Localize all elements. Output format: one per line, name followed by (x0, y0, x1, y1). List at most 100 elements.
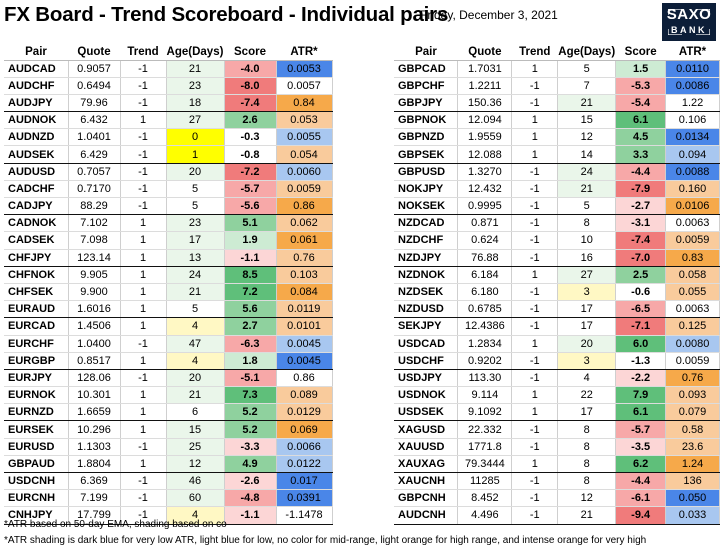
score-cell: -8.0 (224, 77, 277, 95)
quote-cell: 128.06 (68, 369, 121, 388)
atr-cell: 0.0134 (665, 128, 720, 147)
pair-cell: NZDUSD (394, 300, 459, 319)
quote-cell: 79.96 (68, 94, 121, 113)
trend-cell: -1 (120, 197, 167, 216)
table-row: CNHJPY 17.799 -1 4 -1.1 -1.1478 (4, 506, 333, 525)
pair-cell: GBPNOK (394, 111, 459, 130)
trend-cell: -1 (120, 438, 167, 456)
trend-cell: 1 (511, 455, 559, 474)
age-cell: 24 (557, 163, 617, 181)
score-cell: 1.9 (224, 231, 277, 250)
atr-cell: 0.125 (665, 317, 720, 336)
atr-cell: 0.0059 (665, 352, 720, 370)
atr-cell: 0.0045 (276, 352, 333, 370)
atr-cell: 0.0057 (276, 77, 333, 95)
atr-cell: 0.050 (665, 489, 720, 508)
quote-cell: 6.184 (457, 266, 513, 284)
score-cell: 7.2 (224, 283, 277, 302)
atr-cell: 0.0080 (665, 335, 720, 353)
table-row: GBPSEK 12.088 1 14 3.3 0.094 (394, 145, 720, 164)
table-body-left: AUDCAD 0.9057 -1 21 -4.0 0.0053 AUDCHF 0.6494 -1… (4, 60, 333, 525)
pair-cell: CHFJPY (4, 249, 69, 267)
score-cell: 6.2 (615, 455, 667, 474)
table-row: XAUUSD 1771.8 -1 8 -3.5 23.6 (394, 438, 720, 456)
column-header-atr: ATR* (665, 44, 720, 61)
score-cell: -1.1 (224, 249, 277, 267)
age-cell: 47 (166, 335, 225, 353)
quote-cell: 1.1303 (68, 438, 121, 456)
table-row: EURGBP 0.8517 1 4 1.8 0.0045 (4, 352, 333, 370)
atr-cell: 0.0060 (276, 163, 333, 181)
pair-cell: XAUUSD (394, 438, 459, 456)
age-cell: 15 (557, 111, 617, 130)
age-cell: 4 (557, 369, 617, 388)
score-cell: -4.4 (615, 472, 667, 491)
column-header-atr: ATR* (276, 44, 332, 61)
age-cell: 8 (557, 438, 617, 456)
footnote-atr-basis: *ATR based on 50-day EMA, shading based … (4, 519, 227, 530)
atr-cell: 0.0045 (276, 335, 333, 353)
atr-cell: 0.86 (276, 197, 333, 216)
quote-cell: 1.9559 (457, 128, 513, 147)
age-cell: 18 (166, 94, 225, 113)
age-cell: 21 (166, 60, 225, 78)
score-cell: 5.2 (224, 420, 277, 439)
trend-cell: -1 (511, 300, 559, 319)
atr-cell: 0.0063 (665, 214, 720, 233)
table-row: NZDCAD 0.871 -1 8 -3.1 0.0063 (394, 214, 720, 233)
quote-cell: 1.3270 (457, 163, 513, 181)
score-cell: -6.5 (615, 300, 667, 319)
quote-cell: 150.36 (457, 94, 513, 113)
atr-cell: 0.017 (276, 472, 333, 491)
atr-cell: 0.76 (276, 249, 333, 267)
atr-cell: 0.76 (665, 369, 720, 388)
pair-cell: NOKSEK (394, 197, 459, 216)
quote-cell: 0.7057 (68, 163, 121, 181)
score-cell: 2.5 (615, 266, 667, 284)
pair-cell: AUDNZD (4, 128, 69, 147)
table-row: AUDCAD 0.9057 -1 21 -4.0 0.0053 (4, 60, 333, 78)
atr-cell: 0.079 (665, 403, 720, 422)
pair-cell: USDJPY (394, 369, 459, 388)
trend-cell: 1 (511, 386, 559, 405)
score-cell: 3.3 (615, 145, 667, 164)
quote-cell: 1.8804 (68, 455, 121, 474)
age-cell: 8 (557, 420, 617, 439)
age-cell: 5 (166, 197, 225, 216)
table-row: AUDSEK 6.429 -1 1 -0.8 0.054 (4, 145, 333, 164)
pair-cell: NZDSEK (394, 283, 459, 302)
table-row: CHFSEK 9.900 1 21 7.2 0.084 (4, 283, 333, 302)
atr-cell: 1.24 (665, 455, 720, 474)
atr-cell: 0.093 (665, 386, 720, 405)
trend-cell: -1 (511, 506, 559, 525)
table-row: GBPAUD 1.8804 1 12 4.9 0.0122 (4, 455, 333, 474)
logo-text-top: SAXO (666, 6, 712, 23)
pair-cell: CHFSEK (4, 283, 69, 302)
quote-cell: 7.098 (68, 231, 121, 250)
age-cell: 21 (166, 283, 225, 302)
score-cell: -5.6 (224, 197, 277, 216)
age-cell: 5 (166, 300, 225, 319)
score-cell: -4.4 (615, 163, 667, 181)
trend-cell: -1 (511, 249, 559, 267)
column-header-score: Score (224, 44, 276, 61)
pair-cell: EURUSD (4, 438, 69, 456)
trend-cell: -1 (511, 317, 559, 336)
trend-cell: -1 (511, 438, 559, 456)
age-cell: 8 (557, 472, 617, 491)
score-cell: -7.9 (615, 180, 667, 199)
age-cell: 21 (557, 506, 617, 525)
age-cell: 24 (166, 266, 225, 284)
table-row: GBPCHF 1.2211 -1 7 -5.3 0.0086 (394, 77, 720, 95)
age-cell: 5 (557, 197, 617, 216)
trend-cell: -1 (120, 128, 167, 147)
quote-cell: 22.332 (457, 420, 513, 439)
table-row: AUDUSD 0.7057 -1 20 -7.2 0.0060 (4, 163, 333, 181)
age-cell: 3 (557, 283, 617, 302)
pair-cell: AUDCHF (4, 77, 69, 95)
column-header-pair: Pair (394, 44, 458, 61)
atr-cell: 0.0059 (276, 180, 333, 199)
column-header-pair: Pair (4, 44, 68, 61)
pair-cell: AUDNOK (4, 111, 69, 130)
pair-cell: EURAUD (4, 300, 69, 319)
